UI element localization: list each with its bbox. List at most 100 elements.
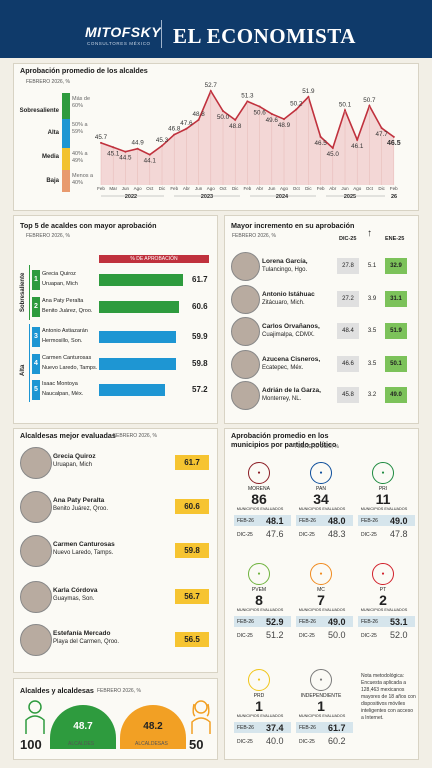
mayor-photo xyxy=(20,624,52,656)
increase-col2: ENE-25 xyxy=(385,236,405,242)
feb-value: 61.7 xyxy=(328,723,346,733)
data-label: 50.7 xyxy=(363,97,376,104)
approval-bar xyxy=(99,301,179,313)
dic-label: DIC-25 xyxy=(361,532,377,538)
data-label: 45.7 xyxy=(95,134,108,141)
mayor-city: Benito Juárez, Qroo. xyxy=(42,308,93,314)
feb-row xyxy=(358,515,415,526)
x-tick-label: Dic xyxy=(159,186,166,191)
approval-value: 59.8 xyxy=(192,359,208,368)
feb-value: 37.4 xyxy=(266,723,284,733)
approval-value: 59.9 xyxy=(192,332,208,341)
approval-value: 61.7 xyxy=(192,275,208,284)
data-label: 44.5 xyxy=(119,155,132,162)
value-delta: 3.9 xyxy=(367,296,377,302)
prd-logo-icon: ● xyxy=(248,669,270,691)
data-label: 48.8 xyxy=(229,123,242,130)
data-label: 44.1 xyxy=(144,158,157,165)
value-delta: 3.2 xyxy=(367,392,377,398)
data-label: 46.5 xyxy=(387,140,401,147)
value-dic25: 27.2 xyxy=(337,291,359,307)
mayor-city: Hermosillo, Son. xyxy=(42,338,83,344)
feb-label: FEB-26 xyxy=(299,619,316,625)
value-ene25: 50.1 xyxy=(385,356,407,372)
group-label-alta: Alta xyxy=(20,364,26,376)
mayor-photo xyxy=(20,535,52,567)
data-label: 45.3 xyxy=(156,137,169,144)
x-tick-label: Abr xyxy=(183,186,191,191)
mayor-city: Zitácuaro, Mich. xyxy=(262,300,305,306)
data-point xyxy=(136,147,139,150)
x-tick-label: Jun xyxy=(341,186,349,191)
data-point xyxy=(234,118,237,121)
value-ene25: 49.0 xyxy=(385,387,407,403)
mitofsky-logo: MITOFSKY xyxy=(85,24,162,40)
x-tick-label: Abr xyxy=(256,186,264,191)
men-count: 100 xyxy=(20,737,42,752)
man-icon xyxy=(25,700,45,734)
value-dic25: 27.8 xyxy=(337,258,359,274)
value-delta: 3.5 xyxy=(367,328,377,334)
data-label: 46.1 xyxy=(351,143,364,150)
year-label: 2025 xyxy=(344,194,356,200)
feb-row xyxy=(358,616,415,627)
approval-chart-subtitle: FEBRERO 2026, % xyxy=(26,79,70,85)
men-label: ALCALDES xyxy=(68,741,95,747)
band-label: Alta xyxy=(47,130,59,136)
data-label: 45.1 xyxy=(107,150,120,157)
data-point xyxy=(222,110,224,112)
value-delta: 5.1 xyxy=(367,263,377,269)
x-tick-label: Jun xyxy=(195,186,203,191)
mayor-photo xyxy=(231,350,260,379)
data-label: 48.9 xyxy=(278,122,291,129)
feb-label: FEB-26 xyxy=(361,518,378,524)
evaluated-label: MUNICIPIOS EVALUADOS xyxy=(360,507,408,511)
evaluated-label: MUNICIPIOS EVALUADOS xyxy=(236,608,284,612)
feb-label: FEB-26 xyxy=(299,725,316,731)
evaluated-label: MUNICIPIOS EVALUADOS xyxy=(298,608,346,612)
approval-bar xyxy=(99,331,176,343)
data-label: 44.9 xyxy=(131,140,144,147)
mayor-city: Benito Juárez, Qroo. xyxy=(53,506,109,512)
feb-value: 53.1 xyxy=(390,617,408,627)
party-count: 1 xyxy=(317,698,325,714)
data-point xyxy=(246,100,249,103)
data-label: 50.6 xyxy=(253,110,266,117)
band-label: Baja xyxy=(46,178,59,184)
data-label: 50.1 xyxy=(339,101,352,108)
dic-label: DIC-25 xyxy=(299,633,315,639)
party-name: PAN xyxy=(316,486,326,492)
mc-logo-icon: ● xyxy=(310,563,332,585)
women-label: ALCALDESAS xyxy=(135,741,168,747)
rank-number: 2 xyxy=(32,297,40,317)
women-count: 50 xyxy=(189,737,204,752)
party-name: MC xyxy=(317,587,325,593)
mayor-name: Ana Paty Peralta xyxy=(53,497,105,504)
party-name: MORENA xyxy=(248,486,270,492)
header-divider xyxy=(161,20,162,48)
party-count: 86 xyxy=(251,491,267,507)
data-label: 50.0 xyxy=(217,114,230,121)
approval-bar xyxy=(99,384,166,396)
dic-value: 50.0 xyxy=(328,630,346,640)
feb-label: FEB-26 xyxy=(237,619,254,625)
mayor-city: Nuevo Laredo, Tamps. xyxy=(42,365,98,371)
x-tick-label: Abr xyxy=(329,186,337,191)
x-tick-label: Feb xyxy=(97,186,105,191)
approval-value: 61.7 xyxy=(175,455,209,470)
methodology-note: Nota metodológica: Encuesta aplicada a 1… xyxy=(361,673,416,721)
year-label: 2022 xyxy=(125,194,137,200)
mayor-name: Antonio Astiazarán xyxy=(42,328,88,334)
feb-row xyxy=(234,515,291,526)
mayor-name: Grecia Quiroz xyxy=(53,453,96,460)
dic-value: 48.3 xyxy=(328,529,346,539)
dic-label: DIC-25 xyxy=(237,532,253,538)
pvem-logo-icon: ● xyxy=(248,563,270,585)
x-tick-label: Ago xyxy=(134,186,143,191)
feb-row xyxy=(234,616,291,627)
band-color-1 xyxy=(62,119,70,148)
approval-bar xyxy=(99,274,183,286)
increase-subtitle: FEBRERO 2026, % xyxy=(232,233,276,239)
feb-value: 49.0 xyxy=(328,617,346,627)
party-name: PT xyxy=(379,587,387,593)
